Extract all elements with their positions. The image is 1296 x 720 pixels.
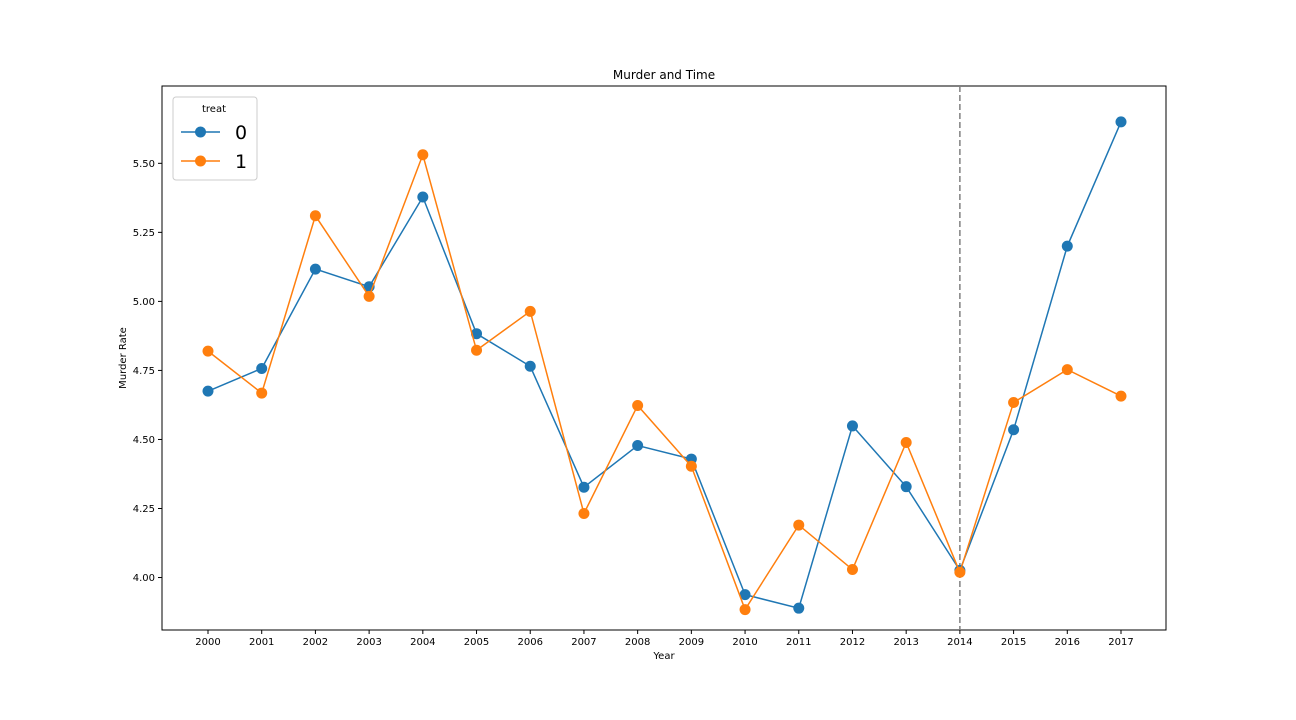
legend: treat 0 1 — [172, 96, 258, 181]
series-1-point — [1061, 364, 1073, 376]
x-tick-label: 2017 — [1108, 637, 1133, 648]
series-0-point — [900, 481, 912, 493]
series-1-point — [954, 566, 966, 578]
y-tick-label: 4.00 — [133, 573, 155, 584]
series-0-point — [1061, 240, 1073, 252]
series-1-point — [632, 399, 644, 411]
x-tick-label: 2016 — [1055, 637, 1080, 648]
series-0-point — [256, 362, 268, 374]
y-tick-label: 4.50 — [133, 435, 155, 446]
series-1-point — [1008, 396, 1020, 408]
y-tick-label: 5.50 — [133, 159, 155, 170]
x-tick-label: 2002 — [303, 637, 328, 648]
x-axis-label: Year — [652, 651, 675, 662]
series-0-point — [739, 589, 751, 601]
series-0-line — [207, 121, 1122, 610]
series-1-point — [417, 149, 429, 161]
legend-title: treat — [202, 104, 226, 115]
series-0-point — [793, 602, 805, 614]
series-1-line — [207, 152, 1122, 612]
series-1-point — [793, 519, 805, 531]
legend-marker — [195, 126, 206, 138]
series-1-point — [309, 210, 321, 222]
x-tick-label: 2004 — [410, 637, 435, 648]
series-1-point — [202, 345, 214, 357]
x-tick-label: 2015 — [1001, 637, 1026, 648]
y-axis: 4.00 4.25 4.50 4.75 5.00 5.25 5.50 — [133, 159, 162, 584]
x-tick-label: 2008 — [625, 637, 650, 648]
series-0-point — [202, 385, 214, 397]
series-0-point — [632, 440, 644, 452]
series-0 — [202, 116, 1127, 614]
y-tick-label: 4.25 — [133, 504, 155, 515]
x-tick-label: 2014 — [947, 637, 972, 648]
y-tick-label: 4.75 — [133, 366, 155, 377]
series-1-point — [363, 290, 375, 302]
legend-box — [172, 96, 258, 181]
series-0-point — [524, 360, 536, 372]
y-tick-label: 5.25 — [133, 228, 155, 239]
series-0-point — [417, 191, 429, 203]
series-0-point — [846, 420, 858, 432]
x-axis: 2000 2001 2002 2003 2004 2005 2006 2007 2008 2009… — [195, 630, 1134, 648]
x-tick-label: 2000 — [195, 637, 220, 648]
series-0-point — [578, 481, 590, 493]
legend-label: 0 — [235, 122, 247, 144]
series-1-point — [685, 460, 697, 472]
series-1-point — [578, 507, 590, 519]
series-0-point — [309, 263, 321, 275]
legend-entry-0: 0 — [181, 122, 247, 144]
x-tick-label: 2006 — [518, 637, 543, 648]
y-tick-label: 5.00 — [133, 297, 155, 308]
series-1-point — [900, 436, 912, 448]
plot-area — [161, 85, 1167, 631]
legend-label: 1 — [235, 151, 247, 173]
x-tick-label: 2007 — [571, 637, 596, 648]
legend-entry-1: 1 — [181, 151, 247, 173]
x-tick-label: 2011 — [786, 637, 811, 648]
x-tick-label: 2003 — [356, 637, 381, 648]
series-group — [202, 116, 1127, 616]
series-0-point — [1008, 424, 1020, 436]
series-1-point — [846, 564, 858, 576]
x-tick-label: 2009 — [679, 637, 704, 648]
x-tick-label: 2001 — [249, 637, 274, 648]
series-1-point — [471, 344, 483, 356]
x-tick-label: 2010 — [732, 637, 757, 648]
series-1 — [202, 149, 1127, 616]
x-tick-label: 2013 — [893, 637, 918, 648]
series-0-point — [1115, 116, 1127, 128]
series-1-point — [524, 305, 536, 317]
series-0-point — [471, 328, 483, 340]
series-1-point — [1115, 390, 1127, 402]
x-tick-label: 2012 — [840, 637, 865, 648]
series-1-point — [256, 387, 268, 399]
y-axis-label: Murder Rate — [118, 327, 129, 389]
legend-marker — [195, 155, 206, 167]
chart-title: Murder and Time — [613, 68, 715, 82]
series-1-point — [739, 604, 751, 616]
x-tick-label: 2005 — [464, 637, 489, 648]
